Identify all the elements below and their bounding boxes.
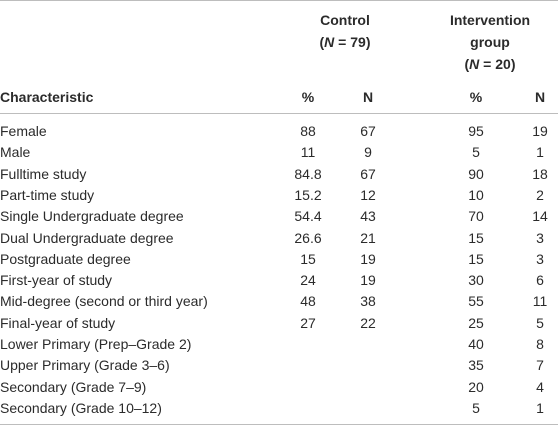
- cell-value: 15.2: [294, 186, 322, 203]
- header-rule: [0, 113, 558, 114]
- cell-value: 43: [360, 208, 376, 225]
- cell-value: 1: [536, 144, 544, 161]
- row-label: Secondary (Grade 7–9): [0, 378, 147, 395]
- cell-value: 90: [468, 165, 484, 182]
- row-label: Dual Undergraduate degree: [0, 229, 174, 246]
- cell-value: 22: [360, 314, 376, 331]
- cell-value: 55: [468, 293, 484, 310]
- row-label: Female: [0, 123, 47, 139]
- note-italic: N: [469, 56, 480, 72]
- cell-value: 7: [536, 357, 544, 374]
- cell-value: 48: [300, 293, 316, 310]
- cell-value: 27: [300, 314, 316, 331]
- cell-value: 5: [536, 314, 544, 331]
- cell-value: 95: [468, 123, 484, 139]
- row-label: Single Undergraduate degree: [0, 208, 184, 225]
- note-text: = 20): [479, 56, 516, 72]
- cell-value: 15: [468, 250, 484, 267]
- cell-value: 54.4: [294, 208, 322, 225]
- cell-value: 11: [300, 144, 316, 161]
- column-header: N: [534, 89, 546, 105]
- cell-value: 4: [536, 378, 544, 395]
- column-header: %: [469, 89, 483, 105]
- group-header: Control (N = 79): [290, 9, 400, 53]
- bottom-rule: [0, 424, 558, 425]
- cell-value: 30: [468, 272, 484, 289]
- cell-value: 9: [364, 144, 372, 161]
- cell-value: 19: [360, 272, 376, 289]
- column-header: %: [301, 89, 315, 105]
- cell-value: 5: [472, 144, 480, 161]
- row-label: Fulltime study: [0, 165, 87, 182]
- cell-value: 18: [532, 165, 548, 182]
- group-note: (N = 79): [290, 31, 400, 53]
- row-label: First-year of study: [0, 272, 113, 289]
- cell-value: 70: [468, 208, 484, 225]
- row-label: Final-year of study: [0, 314, 116, 331]
- cell-value: 35: [468, 357, 484, 374]
- row-label: Postgraduate degree: [0, 250, 131, 267]
- cell-value: 67: [360, 123, 376, 139]
- cell-value: 26.6: [294, 229, 322, 246]
- top-rule: [0, 0, 558, 1]
- cell-value: 14: [532, 208, 548, 225]
- cell-value: 3: [536, 229, 544, 246]
- cell-value: 25: [468, 314, 484, 331]
- cell-value: 15: [300, 250, 316, 267]
- row-label: Part-time study: [0, 186, 95, 203]
- note-text: (: [319, 34, 325, 50]
- cell-value: 10: [468, 186, 484, 203]
- note-italic: N: [324, 34, 335, 50]
- group-title: Intervention group: [449, 12, 531, 50]
- cell-value: 6: [536, 272, 544, 289]
- row-label: Secondary (Grade 10–12): [0, 399, 162, 416]
- cell-value: 19: [360, 250, 376, 267]
- cell-value: 5: [472, 399, 480, 416]
- note-text: (: [464, 56, 470, 72]
- note-text: = 79): [334, 34, 371, 50]
- cell-value: 3: [536, 250, 544, 267]
- cell-value: 15: [468, 229, 484, 246]
- cell-value: 2: [536, 186, 544, 203]
- cell-value: 19: [532, 123, 548, 139]
- cell-value: 8: [536, 336, 544, 352]
- cell-value: 24: [300, 272, 316, 289]
- row-label: Lower Primary (Prep–Grade 2): [0, 336, 192, 352]
- row-label: Upper Primary (Grade 3–6): [0, 357, 170, 374]
- cell-value: 88: [300, 123, 316, 139]
- row-label: Male: [0, 144, 31, 161]
- row-label: Mid-degree (second or third year): [0, 293, 208, 310]
- group-header: Intervention group (N = 20): [440, 9, 540, 75]
- cell-value: 11: [532, 293, 548, 310]
- cell-value: 38: [360, 293, 376, 310]
- cell-value: 40: [468, 336, 484, 352]
- cell-value: 1: [536, 399, 544, 416]
- cell-value: 20: [468, 378, 484, 395]
- column-header: N: [362, 89, 374, 105]
- cell-value: 12: [360, 186, 376, 203]
- group-title: Control: [320, 12, 370, 28]
- cell-value: 67: [360, 165, 376, 182]
- cell-value: 84.8: [294, 165, 322, 182]
- column-header: Characteristic: [0, 89, 94, 105]
- cell-value: 21: [360, 229, 376, 246]
- group-note: (N = 20): [440, 53, 540, 75]
